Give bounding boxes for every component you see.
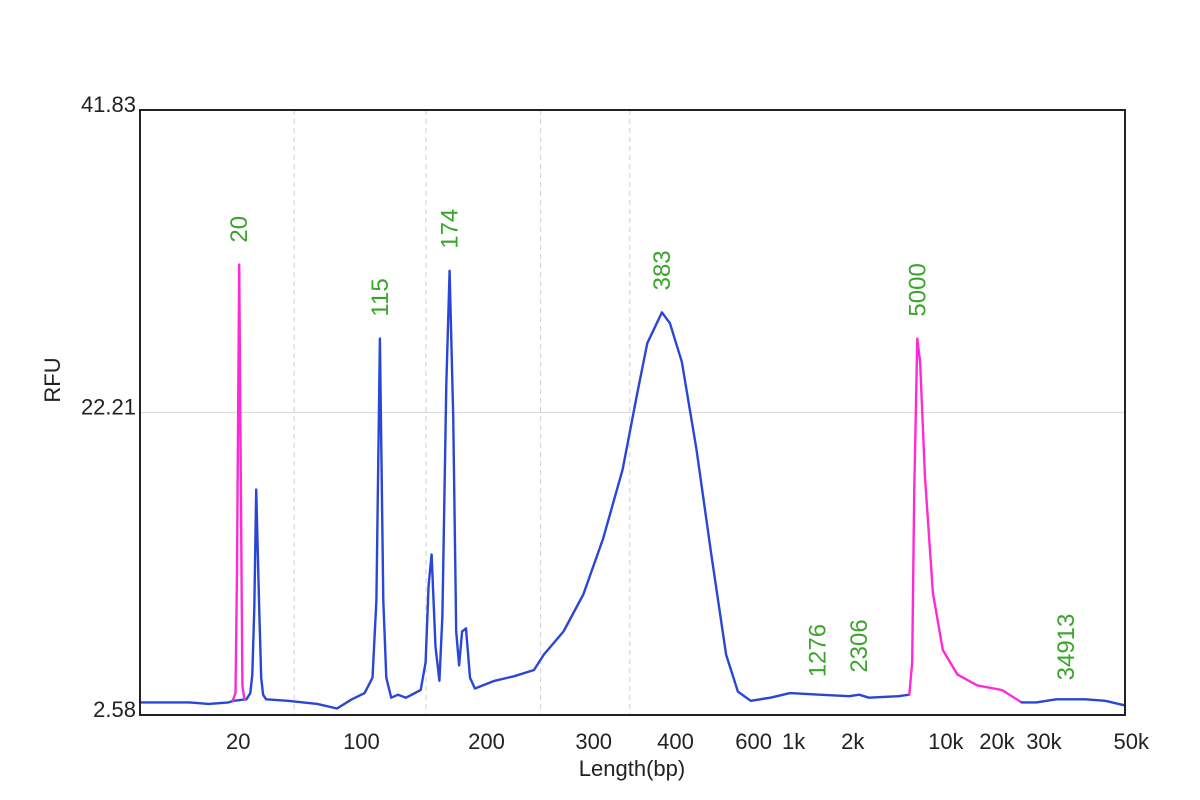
peak-label-34913: 34913 [1053,614,1080,681]
x-tick-label-20: 20 [226,729,250,754]
x-tick-label-100: 100 [343,729,380,754]
peak-labels: 20 115 174 383 1276 2306 5000 34913 [226,209,1080,681]
series-sample-tail-line [1020,698,1127,707]
y-axis-title: RFU [40,357,65,402]
series-markers-line [231,263,246,702]
y-axis-ticks: 41.83 22.21 2.58 [81,92,136,722]
x-tick-label-30k: 30k [1026,729,1062,754]
x-tick-label-400: 400 [657,729,694,754]
trace-layer [138,263,1127,710]
x-tick-label-1k: 1k [782,729,806,754]
x-tick-label-50k: 50k [1114,729,1150,754]
series-sample-line [138,269,911,710]
peak-label-383: 383 [649,250,676,290]
y-tick-label: 22.21 [81,394,136,419]
x-tick-label-2k: 2k [841,729,865,754]
peak-label-174: 174 [437,209,464,249]
peak-label-20: 20 [226,216,253,243]
peak-label-2306: 2306 [846,619,873,672]
series-markers-upper-line [908,337,1023,704]
x-tick-label-10k: 10k [928,729,964,754]
x-axis-title: Length(bp) [579,756,685,781]
peak-label-115: 115 [367,278,394,316]
x-tick-label-300: 300 [575,729,612,754]
y-tick-label: 2.58 [93,697,136,722]
peak-label-5000: 5000 [904,263,931,316]
plot-frame [139,109,1126,716]
peak-label-1276: 1276 [805,624,832,677]
x-tick-label-200: 200 [468,729,505,754]
x-tick-label-600: 600 [735,729,772,754]
x-axis-ticks: 20 100 200 300 400 600 1k 2k 10k 20k 30k 50k [226,729,1150,754]
x-tick-label-20k: 20k [979,729,1015,754]
y-tick-label: 41.83 [81,92,136,117]
